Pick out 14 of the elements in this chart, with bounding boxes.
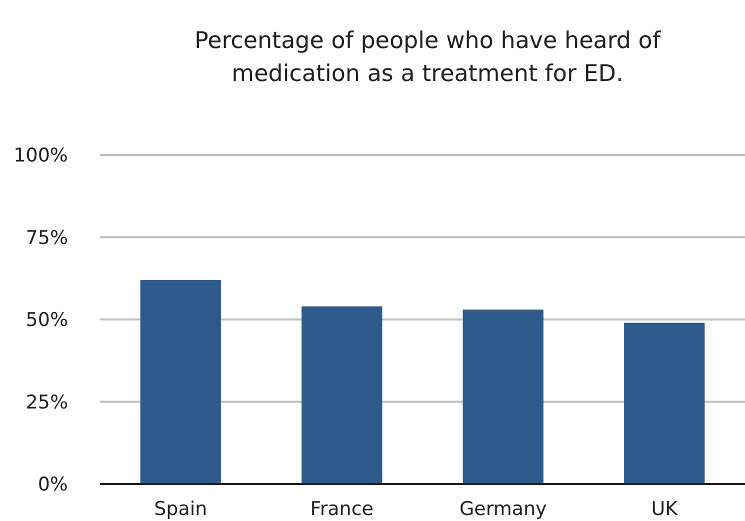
bar xyxy=(624,322,705,484)
x-tick-label: France xyxy=(310,498,374,520)
x-tick-label: UK xyxy=(651,498,678,520)
bar xyxy=(140,280,221,484)
bar xyxy=(462,310,544,484)
y-tick-label: 75% xyxy=(26,226,68,249)
bar xyxy=(302,306,382,484)
x-tick-label: Spain xyxy=(154,498,208,520)
chart-title: Percentage of people who have heard of medication as a treatment for ED. xyxy=(194,28,662,87)
y-tick-label: 0% xyxy=(38,474,68,496)
y-tick-label: 50% xyxy=(26,309,68,332)
y-tick-label: 25% xyxy=(26,391,68,414)
y-tick-label: 100% xyxy=(14,144,68,167)
x-tick-label: Germany xyxy=(459,498,547,520)
